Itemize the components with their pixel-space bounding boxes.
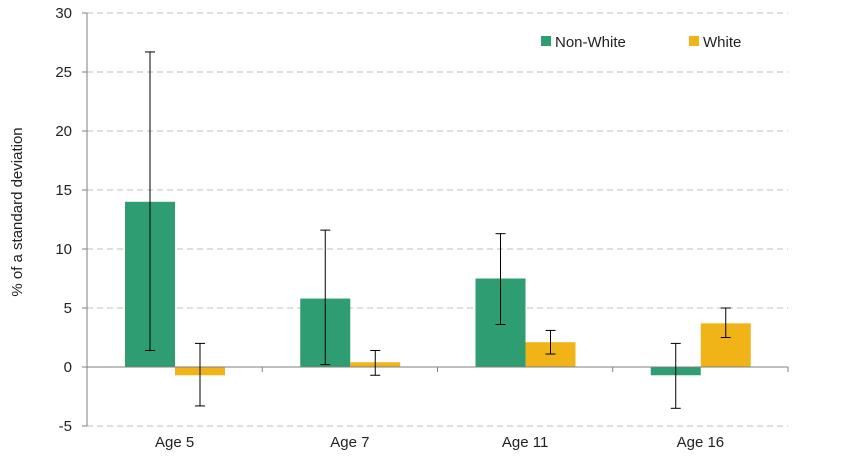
legend-label-white: White bbox=[703, 34, 741, 51]
x-tick-label: Age 7 bbox=[330, 434, 369, 451]
x-tick-label: Age 16 bbox=[677, 434, 725, 451]
legend-swatch-non-white bbox=[541, 36, 551, 46]
y-tick-label: 15 bbox=[55, 182, 72, 199]
y-tick-label: 30 bbox=[55, 5, 72, 22]
y-axis-ticks: -5 0 5 10 15 20 25 30 bbox=[55, 5, 87, 435]
y-tick-label: 0 bbox=[64, 359, 72, 376]
x-tick-label: Age 5 bbox=[155, 434, 194, 451]
y-tick-label: 5 bbox=[64, 300, 72, 317]
x-tick-label: Age 11 bbox=[502, 434, 548, 451]
y-tick-label: 20 bbox=[55, 123, 72, 140]
bars bbox=[125, 201, 751, 376]
axes bbox=[86, 13, 788, 426]
gridlines bbox=[87, 12, 788, 427]
y-tick-label: 25 bbox=[55, 64, 72, 81]
x-axis-ticks: Age 5 Age 7 Age 11 Age 16 bbox=[86, 367, 789, 451]
y-axis-label: % of a standard deviation bbox=[9, 127, 26, 296]
error-bars bbox=[145, 51, 731, 409]
y-tick-label: -5 bbox=[59, 418, 72, 435]
legend-swatch-white bbox=[689, 36, 699, 46]
legend: Non-White White bbox=[541, 34, 741, 51]
legend-label-non-white: Non-White bbox=[555, 34, 626, 51]
y-tick-label: 10 bbox=[55, 241, 72, 258]
